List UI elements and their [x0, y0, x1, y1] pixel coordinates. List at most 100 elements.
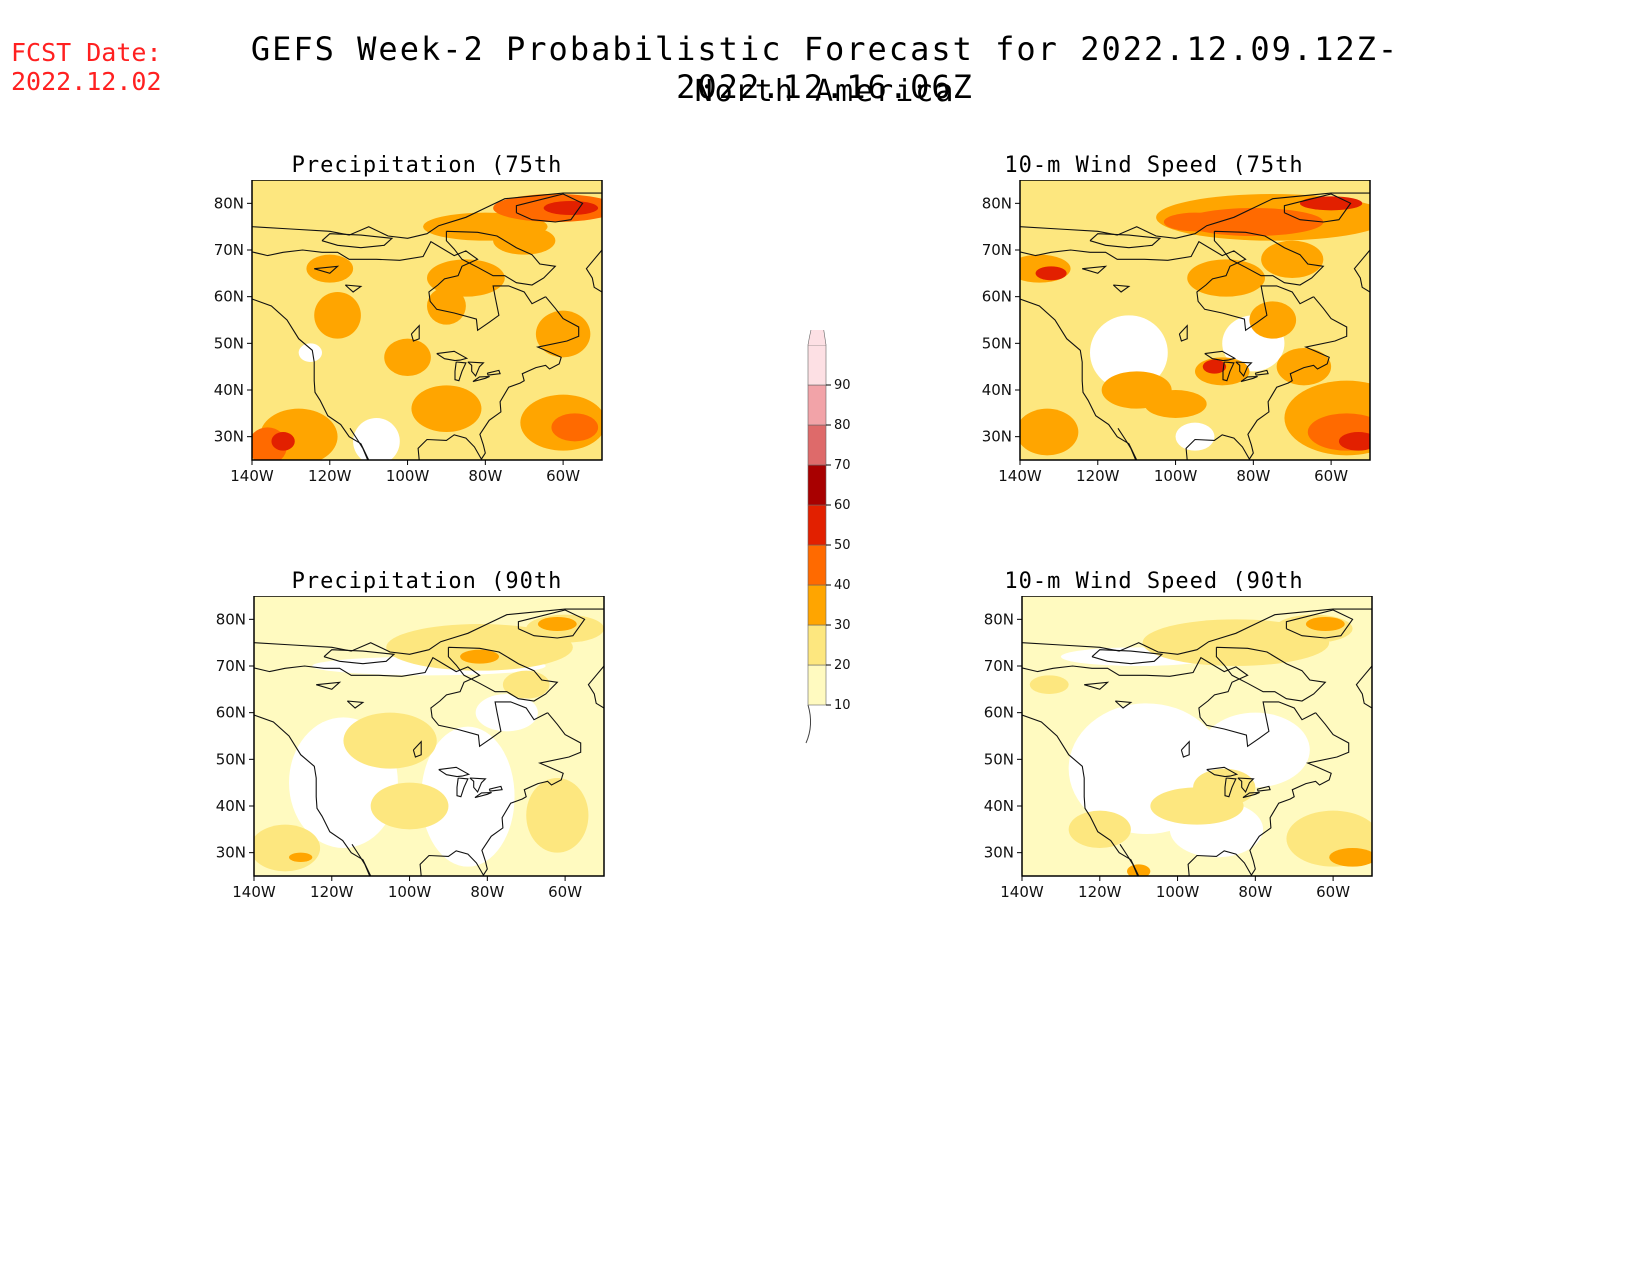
- contour-region: [1276, 348, 1332, 386]
- coastline: [438, 766, 471, 778]
- colorbar-label: 50: [834, 538, 851, 553]
- contour-region: [1261, 240, 1324, 278]
- region-title: North America: [694, 74, 956, 109]
- contour-region: [314, 292, 361, 339]
- colorbar-label: 20: [834, 658, 851, 673]
- lat-tick-label: 80N: [214, 194, 244, 212]
- lat-tick-label: 30N: [982, 428, 1012, 446]
- contour-region: [460, 649, 499, 664]
- lon-tick-label: 140W: [232, 883, 276, 901]
- contour-region: [1249, 301, 1297, 339]
- contour-region: [1187, 259, 1265, 297]
- coastline: [254, 608, 604, 655]
- lat-tick-label: 30N: [214, 428, 244, 446]
- coastline: [454, 361, 467, 382]
- lat-tick-label: 80N: [984, 610, 1014, 628]
- contour-region: [535, 310, 591, 358]
- coastline: [346, 700, 365, 709]
- contour-region: [384, 338, 431, 376]
- coastline: [517, 609, 586, 639]
- coastline: [1254, 369, 1269, 376]
- coastline: [1256, 785, 1271, 792]
- coastline: [1215, 646, 1327, 702]
- contour-region: [543, 201, 599, 215]
- coastline: [417, 296, 580, 460]
- lon-tick-label: 120W: [1078, 883, 1122, 901]
- contour-region: [1338, 432, 1370, 451]
- colorbar-segment: [807, 664, 827, 706]
- colorbar-segment: [807, 464, 827, 506]
- map-panel-wind-75: 140W 120W 100W 80W 60W 80N 70N 60N 50N 40N 30N: [982, 180, 1371, 485]
- coastline: [1020, 240, 1314, 332]
- coastline: [1022, 656, 1316, 748]
- contour-region: [271, 432, 295, 451]
- coastline: [1082, 265, 1108, 274]
- coastline: [344, 284, 363, 293]
- coastline: [472, 375, 490, 383]
- contour-region: [411, 385, 482, 432]
- map-frame: [253, 596, 605, 877]
- coastline: [1355, 665, 1372, 709]
- forecast-date-label: FCST Date:: [11, 38, 162, 67]
- contour-region: [493, 226, 556, 255]
- lon-tick-label: 60W: [546, 467, 580, 485]
- coastline: [1022, 608, 1372, 655]
- contour-region: [353, 418, 400, 460]
- contour-region: [1068, 810, 1131, 848]
- contour-region: [298, 343, 322, 362]
- coastline: [252, 298, 370, 460]
- lat-tick-label: 50N: [214, 334, 244, 352]
- coastline: [1020, 298, 1138, 460]
- colorbar-segment: [807, 384, 827, 426]
- coastline: [1213, 230, 1325, 286]
- coastline: [467, 361, 485, 378]
- coastline: [1235, 361, 1253, 378]
- coastline: [1091, 649, 1164, 665]
- coastline: [486, 369, 501, 376]
- contour-region: [502, 670, 550, 699]
- coastline: [585, 249, 602, 293]
- colorbar: 10 20 30 40 50 60 70 80 90: [805, 330, 851, 744]
- contour-region: [475, 694, 538, 732]
- colorbar-segment: [807, 584, 827, 626]
- colorbar-label: 10: [834, 698, 851, 713]
- contour-region: [537, 617, 577, 631]
- map-frame: [1021, 596, 1373, 877]
- coastline: [1204, 350, 1237, 362]
- lon-tick-label: 80W: [1238, 883, 1272, 901]
- coastline: [410, 324, 420, 342]
- coastline: [316, 681, 342, 690]
- colorbar-label: 60: [834, 498, 851, 513]
- colorbar-label: 40: [834, 578, 851, 593]
- coastline: [1353, 249, 1370, 293]
- coastline: [1185, 296, 1348, 460]
- lat-tick-label: 80N: [216, 610, 246, 628]
- contour-region: [1200, 712, 1310, 788]
- colorbar-segment: [807, 504, 827, 546]
- coastline: [436, 350, 469, 362]
- lat-tick-label: 70N: [984, 657, 1014, 675]
- coastline: [587, 665, 604, 709]
- contour-region: [254, 824, 321, 872]
- lon-tick-label: 120W: [1076, 467, 1120, 485]
- lat-tick-label: 40N: [214, 381, 244, 399]
- coastline: [1283, 193, 1352, 223]
- lat-tick-label: 50N: [216, 750, 246, 768]
- contour-region: [1127, 864, 1151, 876]
- lon-tick-label: 80W: [1236, 467, 1270, 485]
- coastline: [1020, 192, 1370, 239]
- lon-tick-label: 100W: [1156, 883, 1200, 901]
- coastline: [469, 777, 487, 794]
- coastline: [445, 230, 557, 286]
- colorbar-upper-cap: [807, 330, 827, 346]
- contour-region: [1305, 617, 1345, 631]
- lon-tick-label: 60W: [548, 883, 582, 901]
- coastline: [1084, 681, 1110, 690]
- contour-region: [1090, 315, 1168, 390]
- lon-tick-label: 80W: [470, 883, 504, 901]
- colorbar-lower-cap: [805, 704, 812, 744]
- colorbar-segment: [807, 624, 827, 666]
- forecast-date-value: 2022.12.02: [11, 67, 162, 96]
- coastline: [1187, 712, 1350, 876]
- lat-tick-label: 30N: [216, 844, 246, 862]
